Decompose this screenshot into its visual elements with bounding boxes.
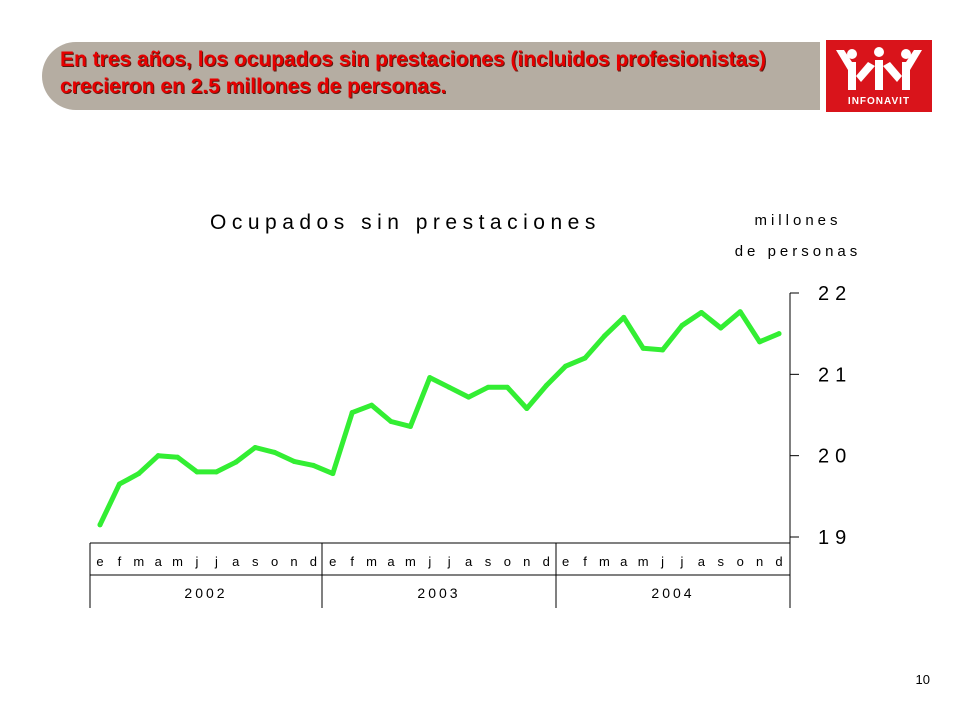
month-label: o: [737, 554, 744, 569]
data-point: [485, 384, 491, 390]
data-point: [621, 314, 627, 320]
month-label: a: [387, 554, 395, 569]
month-label: a: [620, 554, 628, 569]
month-label: j: [195, 554, 199, 569]
data-point: [310, 462, 316, 468]
month-label: j: [660, 554, 664, 569]
month-label: d: [310, 554, 317, 569]
year-label: 2002: [184, 585, 227, 601]
data-point: [679, 323, 685, 329]
data-point: [718, 325, 724, 331]
month-label: f: [350, 554, 354, 569]
title-bar: [42, 42, 820, 110]
data-point: [427, 375, 433, 381]
month-label: n: [290, 554, 297, 569]
month-label: d: [775, 554, 782, 569]
data-point: [369, 402, 375, 408]
data-point: [252, 445, 258, 451]
data-point: [349, 410, 355, 416]
data-point: [97, 522, 103, 528]
month-label: m: [599, 554, 610, 569]
y-tick-label: 22: [818, 283, 852, 305]
month-label: d: [543, 554, 550, 569]
data-point: [330, 471, 336, 477]
data-point: [563, 363, 569, 369]
month-label: m: [405, 554, 416, 569]
data-point: [504, 384, 510, 390]
data-point: [757, 339, 763, 345]
month-label: e: [329, 554, 336, 569]
slide-title: En tres años, los ocupados sin prestacio…: [60, 48, 766, 98]
data-point: [388, 419, 394, 425]
month-label: o: [504, 554, 511, 569]
data-point: [407, 423, 413, 429]
data-point: [737, 309, 743, 315]
axis-layer: [89, 292, 799, 608]
month-label: e: [562, 554, 569, 569]
y-tick-label: 19: [818, 527, 852, 549]
data-point: [640, 345, 646, 351]
month-label: e: [96, 554, 103, 569]
month-label: m: [133, 554, 144, 569]
y-unit-label-line2: de personas: [735, 243, 862, 260]
y-tick-label: 20: [818, 446, 852, 468]
logo-text: INFONAVIT: [847, 96, 911, 107]
series-layer: [97, 309, 782, 528]
month-label: s: [485, 554, 492, 569]
data-point: [233, 459, 239, 465]
data-point: [446, 384, 452, 390]
data-point: [776, 331, 782, 337]
month-label: f: [118, 554, 122, 569]
chart-title: Ocupados sin prestaciones: [210, 211, 601, 234]
month-label: s: [718, 554, 725, 569]
month-label: a: [698, 554, 706, 569]
data-point: [272, 449, 278, 455]
month-label: m: [366, 554, 377, 569]
data-point: [194, 469, 200, 475]
month-label: a: [465, 554, 473, 569]
month-label: a: [232, 554, 240, 569]
page-number: 10: [915, 672, 930, 687]
y-tick-label: 21: [818, 364, 852, 386]
month-label: s: [252, 554, 259, 569]
data-point: [543, 383, 549, 389]
month-label: m: [172, 554, 183, 569]
data-point: [698, 310, 704, 316]
data-point: [155, 453, 161, 459]
data-point: [466, 394, 472, 400]
year-label: 2003: [417, 585, 460, 601]
month-label: a: [155, 554, 163, 569]
month-label: m: [638, 554, 649, 569]
month-label: j: [427, 554, 431, 569]
data-point: [601, 333, 607, 339]
data-point: [582, 355, 588, 361]
month-label: n: [756, 554, 763, 569]
data-point: [213, 469, 219, 475]
data-point: [175, 454, 181, 460]
year-label: 2004: [651, 585, 694, 601]
logo-figures-icon: [836, 47, 922, 90]
infonavit-logo: INFONAVIT: [826, 40, 932, 112]
month-label: j: [447, 554, 451, 569]
series-line: [97, 309, 782, 528]
data-point: [116, 481, 122, 487]
data-point: [136, 471, 142, 477]
data-point: [291, 458, 297, 464]
month-label: j: [214, 554, 218, 569]
data-point: [524, 405, 530, 411]
month-label: n: [523, 554, 530, 569]
y-unit-label-line1: millones: [754, 212, 841, 229]
month-label: j: [680, 554, 684, 569]
month-label: f: [583, 554, 587, 569]
data-point: [660, 347, 666, 353]
month-label: o: [271, 554, 278, 569]
